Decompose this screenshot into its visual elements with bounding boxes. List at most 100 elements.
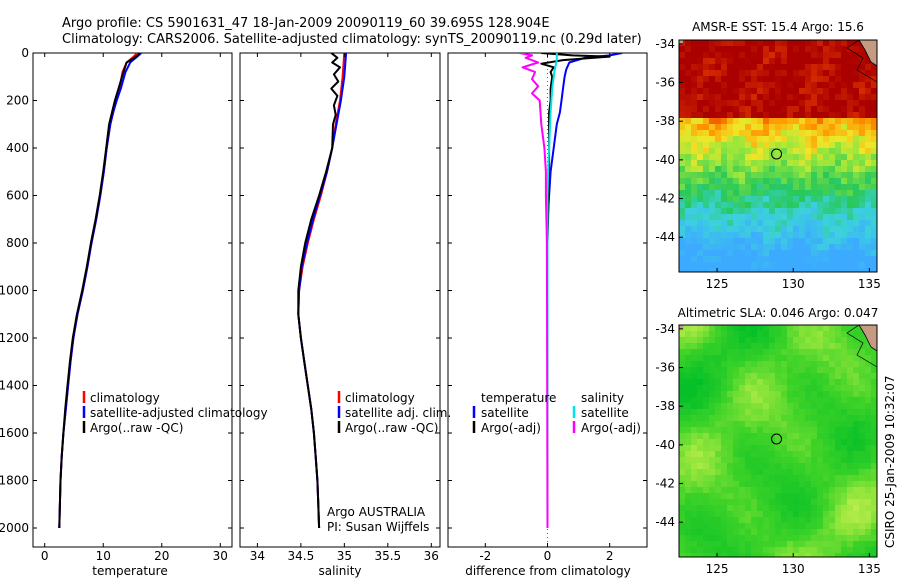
map-cell — [697, 511, 704, 518]
map-cell — [823, 70, 830, 77]
map-cell — [853, 142, 860, 149]
map-cell — [715, 415, 722, 422]
map-cell — [703, 256, 710, 263]
map-cell — [811, 238, 818, 245]
map-cell — [697, 493, 704, 500]
map-cell — [835, 58, 842, 65]
map-cell — [745, 337, 752, 344]
map-cell — [715, 433, 722, 440]
map-cell — [757, 238, 764, 245]
map-cell — [733, 184, 740, 191]
map-cell — [817, 475, 824, 482]
map-cell — [817, 106, 824, 113]
map-cell — [835, 535, 842, 542]
argo-program-label: Argo AUSTRALIA — [327, 505, 426, 519]
map-cell — [763, 481, 770, 488]
map-cell — [745, 361, 752, 368]
map-cell — [775, 379, 782, 386]
map-cell — [847, 523, 854, 530]
map-cell — [757, 415, 764, 422]
map-cell — [835, 214, 842, 221]
map-cell — [751, 391, 758, 398]
map-cell — [805, 349, 812, 356]
map-cell — [799, 541, 806, 548]
map-cell — [823, 154, 830, 161]
map-cell — [745, 325, 752, 332]
map-cell — [745, 64, 752, 71]
map-cell — [685, 469, 692, 476]
map-cell — [841, 100, 848, 107]
map-cell — [853, 166, 860, 173]
map-cell — [823, 331, 830, 338]
map-cell — [793, 475, 800, 482]
map-cell — [691, 226, 698, 233]
map-cell — [751, 547, 758, 554]
map-cell — [679, 70, 686, 77]
map-cell — [793, 262, 800, 269]
map-cell — [871, 172, 878, 179]
map-cell — [865, 427, 872, 434]
map-cell — [853, 463, 860, 470]
map-cell — [793, 403, 800, 410]
map-cell — [865, 256, 872, 263]
map-cell — [757, 355, 764, 362]
map-cell — [799, 481, 806, 488]
map-cell — [805, 547, 812, 554]
map-cell — [859, 148, 866, 155]
map-cell — [679, 517, 686, 524]
map-cell — [805, 178, 812, 185]
map-cell — [781, 118, 788, 125]
map-cell — [853, 154, 860, 161]
map-cell — [697, 331, 704, 338]
map-cell — [745, 160, 752, 167]
map-cell — [691, 493, 698, 500]
map-cell — [793, 244, 800, 251]
map-cell — [835, 373, 842, 380]
map-cell — [721, 529, 728, 536]
map-cell — [853, 481, 860, 488]
map-cell — [715, 256, 722, 263]
map-cell — [859, 202, 866, 209]
map-cell — [691, 391, 698, 398]
map-cell — [715, 52, 722, 59]
map-cell — [805, 250, 812, 257]
map-cell — [841, 463, 848, 470]
map-cell — [751, 511, 758, 518]
map-cell — [709, 523, 716, 530]
map-cell — [721, 196, 728, 203]
map-cell — [835, 451, 842, 458]
map-cell — [799, 517, 806, 524]
map-cell — [775, 202, 782, 209]
map-cell — [685, 202, 692, 209]
map-cell — [823, 475, 830, 482]
map-cell — [739, 244, 746, 251]
map-cell — [781, 547, 788, 554]
map-cell — [727, 391, 734, 398]
map-cell — [745, 106, 752, 113]
map-cell — [703, 196, 710, 203]
map-cell — [769, 469, 776, 476]
map-cell — [757, 202, 764, 209]
map-cell — [823, 118, 830, 125]
map-cell — [871, 433, 878, 440]
map-cell — [781, 415, 788, 422]
y-tick-label: 1400 — [0, 379, 29, 393]
x-tick-label: 130 — [782, 562, 805, 576]
map-cell — [769, 70, 776, 77]
map-cell — [841, 445, 848, 452]
map-cell — [739, 40, 746, 47]
map-cell — [685, 361, 692, 368]
map-cell — [787, 262, 794, 269]
map-cell — [733, 457, 740, 464]
map-cell — [763, 70, 770, 77]
map-cell — [733, 208, 740, 215]
map-cell — [823, 196, 830, 203]
map-cell — [835, 112, 842, 119]
map-cell — [763, 457, 770, 464]
map-cell — [697, 421, 704, 428]
map-cell — [691, 535, 698, 542]
map-cell — [823, 88, 830, 95]
map-cell — [853, 337, 860, 344]
map-cell — [823, 148, 830, 155]
map-cell — [709, 433, 716, 440]
